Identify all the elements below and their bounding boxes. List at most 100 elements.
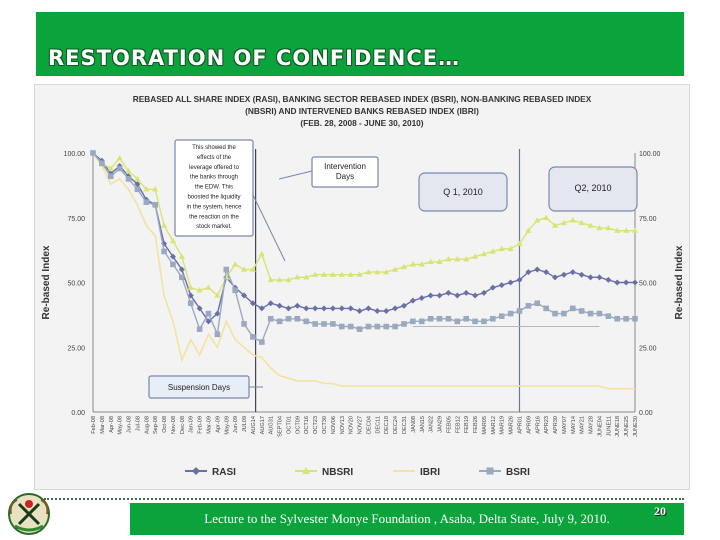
x-tick-label: MAR05: [482, 416, 488, 435]
slide-title: RESTORATION OF CONFIDENCE…: [48, 46, 461, 70]
data-point-rasi: [329, 305, 336, 312]
data-point-bsri: [143, 199, 150, 206]
legend-swatch-marker: [302, 467, 310, 474]
x-tick-label: Oct-08: [162, 416, 168, 433]
data-point-nbsri: [409, 261, 416, 267]
annotation-text: Q 1, 2010: [443, 187, 483, 197]
x-tick-label: DEC11: [375, 416, 381, 434]
data-point-nbsri: [356, 271, 363, 277]
x-tick-label: May-08: [118, 416, 124, 435]
y-axis-label-right: Re-based Index: [674, 245, 685, 319]
annotation-text: effects of the: [197, 155, 232, 161]
x-tick-label: JAN29: [438, 416, 444, 433]
data-point-bsri: [214, 331, 221, 338]
data-point-nbsri: [516, 240, 523, 246]
x-tick-label: MAY28: [589, 416, 595, 434]
data-point-rasi: [409, 297, 416, 304]
data-point-nbsri: [312, 271, 319, 277]
x-tick-label: Feb-08: [91, 416, 97, 434]
x-tick-label: Jul-08: [135, 416, 141, 431]
chart-x-ticks: Feb-08 Mar-08 Apr-08 May-08 Jun-08 Jul-08 Aug-…: [91, 416, 639, 437]
legend-label: NBSRI: [322, 467, 353, 478]
legend-label: IBRI: [420, 467, 440, 478]
data-point-bsri: [347, 323, 354, 330]
y-tick-left: 50.00: [67, 281, 85, 288]
data-point-bsri: [125, 176, 132, 182]
data-point-rasi: [427, 292, 434, 299]
x-tick-label: NOV20: [349, 416, 355, 434]
data-point-rasi: [463, 289, 470, 296]
data-point-bsri: [516, 308, 523, 314]
data-point-bsri: [392, 323, 398, 330]
legend-item-ibri: IBRI: [393, 467, 440, 478]
data-point-bsri: [578, 308, 585, 314]
data-point-nbsri: [498, 245, 505, 252]
x-tick-label: MAY21: [580, 416, 586, 434]
x-tick-label: JUNE30: [633, 416, 639, 437]
data-point-rasi: [365, 305, 372, 312]
data-point-rasi: [285, 305, 292, 312]
annotation-suspension: Suspension Days: [148, 375, 250, 399]
data-point-nbsri: [605, 224, 612, 231]
chart-annotations: This showed the effects of the leverage of…: [148, 139, 638, 399]
y-tick-left: 75.00: [67, 216, 85, 223]
x-tick-label: AUG14: [251, 416, 257, 434]
x-tick-label: APR09: [526, 416, 532, 434]
data-point-bsri: [232, 287, 238, 294]
data-point-nbsri: [178, 253, 185, 259]
data-point-nbsri: [480, 250, 487, 257]
data-point-bsri: [338, 323, 345, 330]
data-point-nbsri: [569, 217, 576, 223]
data-point-bsri: [107, 173, 114, 180]
data-point-rasi: [374, 307, 381, 314]
data-point-rasi: [258, 305, 265, 312]
x-tick-label: AUG17: [260, 416, 266, 434]
x-tick-label: JUNE25: [624, 416, 630, 437]
x-tick-label: May-09: [224, 416, 230, 435]
data-point-nbsri: [418, 261, 425, 267]
x-tick-label: Aug-08: [144, 416, 150, 434]
chart-series: [90, 149, 638, 390]
data-point-nbsri: [258, 250, 265, 257]
x-tick-label: JAN22: [429, 416, 435, 433]
chart-title-line: REBASED ALL SHARE INDEX (RASI), BANKING …: [133, 94, 592, 104]
y-tick-left: 0.00: [71, 410, 85, 417]
data-point-rasi: [569, 269, 576, 276]
data-point-nbsri: [534, 217, 541, 223]
x-tick-label: JUNE04: [597, 416, 603, 437]
chart-title-line: (NBSRI) AND INTERVENED BANKS REBASED IND…: [245, 106, 479, 116]
data-point-nbsri: [578, 219, 585, 226]
data-point-nbsri: [436, 258, 443, 264]
data-point-nbsri: [374, 268, 381, 275]
data-point-bsri: [507, 310, 514, 317]
data-point-rasi: [454, 292, 461, 299]
annotation-arrow: [252, 194, 286, 262]
data-point-bsri: [374, 323, 381, 330]
data-point-rasi: [312, 305, 319, 312]
data-point-bsri: [187, 300, 194, 307]
annotation-arrow: [278, 170, 313, 180]
data-point-bsri: [285, 315, 292, 322]
data-point-bsri: [401, 321, 407, 327]
data-point-rasi: [614, 279, 621, 286]
data-point-rasi: [632, 279, 638, 286]
data-point-rasi: [418, 295, 425, 302]
x-tick-label: AUG31: [269, 416, 275, 434]
data-point-rasi: [169, 253, 176, 260]
data-point-nbsri: [392, 266, 399, 272]
data-point-rasi: [134, 181, 141, 188]
x-tick-label: DEC18: [384, 416, 390, 434]
data-point-bsri: [90, 150, 96, 156]
data-point-rasi: [525, 269, 532, 276]
data-point-nbsri: [338, 271, 345, 277]
x-tick-label: NOV06: [331, 416, 337, 434]
data-point-rasi: [507, 279, 514, 286]
data-point-nbsri: [205, 284, 212, 290]
annotation-leverage: This showed the effects of the leverage of…: [174, 139, 254, 237]
x-tick-label: MAR26: [509, 416, 515, 435]
data-point-nbsri: [472, 253, 479, 259]
x-tick-label: Sep-08: [153, 416, 159, 434]
data-point-bsri: [99, 160, 105, 167]
data-point-bsri: [472, 318, 478, 325]
